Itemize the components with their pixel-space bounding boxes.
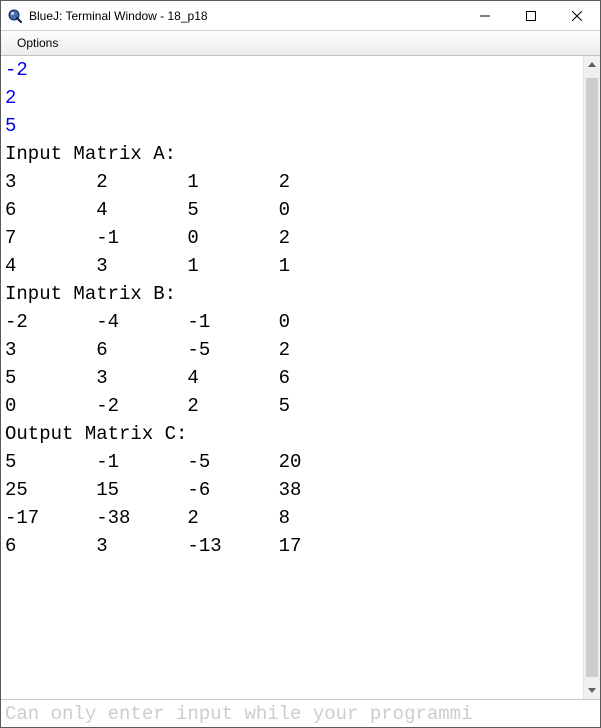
user-input-line: 2 bbox=[5, 87, 16, 109]
scroll-down-button[interactable] bbox=[584, 682, 600, 699]
options-menu[interactable]: Options bbox=[9, 33, 66, 53]
section-header: Output Matrix C: bbox=[5, 423, 187, 445]
window-title: BlueJ: Terminal Window - 18_p18 bbox=[29, 9, 462, 23]
user-input-line: -2 bbox=[5, 59, 28, 81]
close-button[interactable] bbox=[554, 1, 600, 30]
titlebar: BlueJ: Terminal Window - 18_p18 bbox=[1, 1, 600, 31]
window-controls bbox=[462, 1, 600, 30]
minimize-button[interactable] bbox=[462, 1, 508, 30]
matrix-row: 7 -1 0 2 bbox=[5, 227, 290, 249]
terminal-area: -2 2 5 Input Matrix A: 3 2 1 2 6 4 5 0 7… bbox=[1, 56, 600, 699]
user-input-line: 5 bbox=[5, 115, 16, 137]
matrix-row: -17 -38 2 8 bbox=[5, 507, 290, 529]
matrix-row: -2 -4 -1 0 bbox=[5, 311, 290, 333]
matrix-row: 5 -1 -5 20 bbox=[5, 451, 301, 473]
matrix-row: 6 4 5 0 bbox=[5, 199, 290, 221]
scrollbar-vertical[interactable] bbox=[583, 56, 600, 699]
matrix-row: 3 6 -5 2 bbox=[5, 339, 290, 361]
matrix-row: 25 15 -6 38 bbox=[5, 479, 301, 501]
matrix-row: 4 3 1 1 bbox=[5, 255, 290, 277]
section-header: Input Matrix B: bbox=[5, 283, 176, 305]
matrix-row: 0 -2 2 5 bbox=[5, 395, 290, 417]
terminal-output[interactable]: -2 2 5 Input Matrix A: 3 2 1 2 6 4 5 0 7… bbox=[1, 56, 583, 699]
matrix-row: 3 2 1 2 bbox=[5, 171, 290, 193]
status-bar: Can only enter input while your programm… bbox=[1, 699, 600, 727]
matrix-row: 5 3 4 6 bbox=[5, 367, 290, 389]
maximize-button[interactable] bbox=[508, 1, 554, 30]
scroll-up-button[interactable] bbox=[584, 56, 600, 73]
scroll-thumb[interactable] bbox=[586, 78, 598, 677]
status-text: Can only enter input while your programm… bbox=[5, 703, 472, 725]
section-header: Input Matrix A: bbox=[5, 143, 176, 165]
menubar: Options bbox=[1, 31, 600, 56]
matrix-row: 6 3 -13 17 bbox=[5, 535, 301, 557]
bluej-icon bbox=[7, 8, 23, 24]
